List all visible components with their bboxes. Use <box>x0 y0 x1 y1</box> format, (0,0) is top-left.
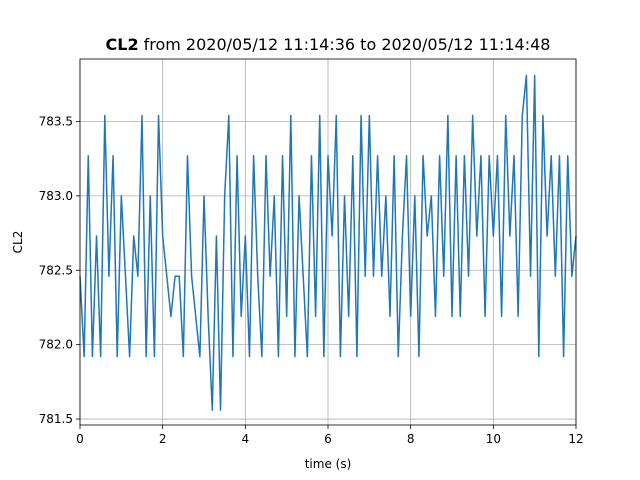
axes-frame <box>79 58 577 426</box>
y-tick-label: 783.5 <box>39 114 73 128</box>
x-tick-label: 4 <box>242 432 250 446</box>
x-axis-label: time (s) <box>305 457 352 471</box>
x-tick-label: 0 <box>76 432 84 446</box>
y-tick-label: 782.5 <box>39 263 73 277</box>
y-tick-label: 782.0 <box>39 338 73 352</box>
x-tick-label: 2 <box>159 432 167 446</box>
y-tick-label: 781.5 <box>39 412 73 426</box>
y-tick-label: 783.0 <box>39 189 73 203</box>
x-tick-label: 6 <box>324 432 332 446</box>
x-tick-label: 8 <box>407 432 415 446</box>
title-rest: from 2020/05/12 11:14:36 to 2020/05/12 1… <box>144 35 551 54</box>
title-bold: CL2 <box>106 35 139 54</box>
data-line <box>79 74 577 411</box>
x-tick-label: 12 <box>568 432 583 446</box>
chart-title: CL2 from 2020/05/12 11:14:36 to 2020/05/1… <box>106 35 551 54</box>
y-axis-label: CL2 <box>11 231 25 254</box>
x-tick-label: 10 <box>486 432 501 446</box>
